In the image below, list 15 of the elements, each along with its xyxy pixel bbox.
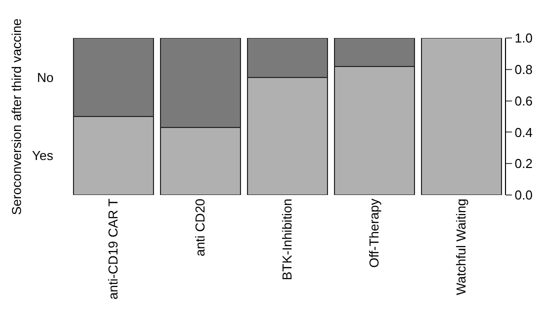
x-tick-label: anti-CD19 CAR T [106,198,121,300]
x-tick-label: BTK-Inhibition [280,198,295,280]
x-tick-label: Watchful Waiting [454,198,469,296]
y-tick-label: 0.0 [514,188,533,203]
y-tick-label: 0.4 [514,124,533,140]
series-label: No [37,70,54,85]
x-tick-label: anti CD20 [192,198,208,256]
y-axis-title: Seroconversion after third vaccine [9,18,24,215]
y-tick-label: 1.0 [514,30,533,46]
series-label: Yes [32,148,54,163]
y-tick-label: 0.2 [514,156,533,172]
bar [420,38,502,195]
x-tick-label: Off-Therapy [366,198,382,268]
y-tick-label: 0.6 [514,93,533,108]
y-tick-label: 0.8 [514,62,533,77]
